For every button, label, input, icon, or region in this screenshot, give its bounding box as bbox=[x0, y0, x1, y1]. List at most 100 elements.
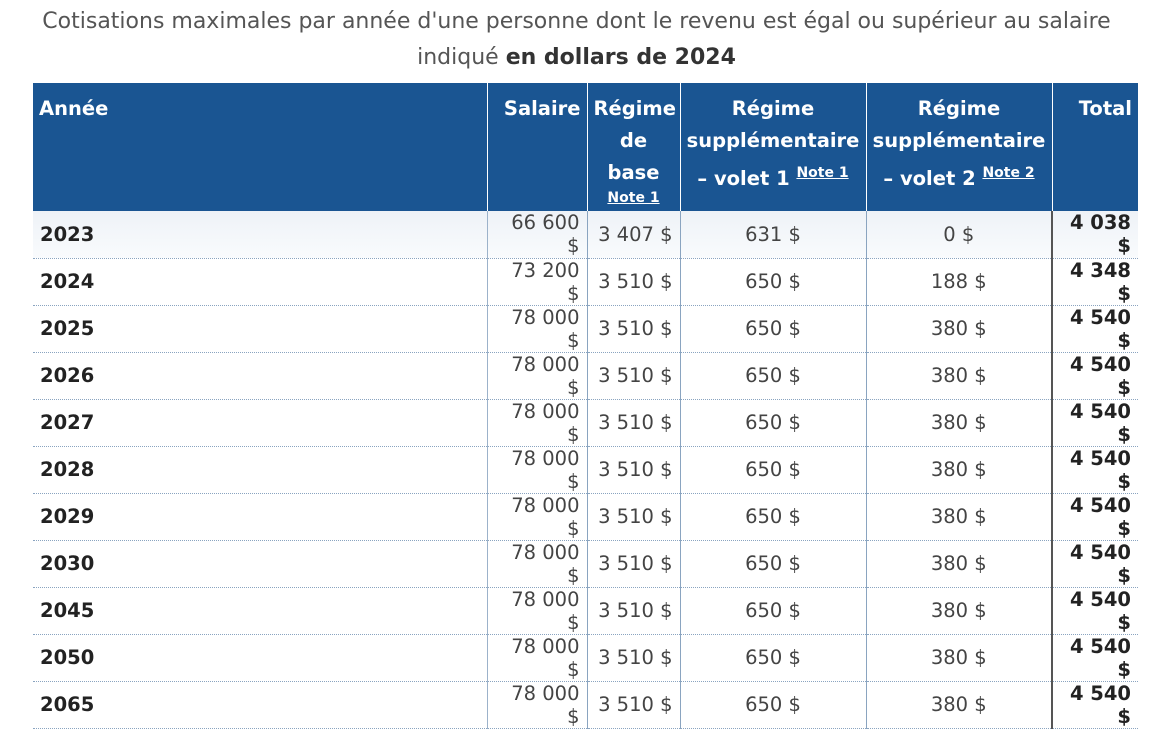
cell-v2: 380 $ bbox=[866, 305, 1053, 353]
cell-year: 2026 bbox=[33, 352, 488, 400]
caption-line-2: indiqué en dollars de 2024 bbox=[0, 40, 1153, 76]
table-body: 2023 66 600 $ 3 407 $ 631 $ 0 $ 4 038 $ … bbox=[33, 211, 1138, 729]
cell-v1: 650 $ bbox=[680, 634, 867, 682]
header-v1-line-3: – volet 1 bbox=[697, 167, 790, 190]
cell-total: 4 540 $ bbox=[1051, 634, 1138, 682]
cell-v1: 650 $ bbox=[680, 681, 867, 729]
cell-total: 4 540 $ bbox=[1051, 399, 1138, 447]
cell-year: 2024 bbox=[33, 258, 488, 306]
cell-year: 2065 bbox=[33, 681, 488, 729]
table-caption: Cotisations maximales par année d'une pe… bbox=[0, 0, 1153, 76]
cell-total: 4 540 $ bbox=[1051, 352, 1138, 400]
cell-v2: 380 $ bbox=[866, 352, 1053, 400]
header-base-line-2: de bbox=[619, 129, 648, 152]
caption-currency-note: en dollars de 2024 bbox=[505, 45, 736, 70]
cell-salary: 73 200 $ bbox=[487, 258, 588, 306]
cell-v1: 650 $ bbox=[680, 258, 867, 306]
cell-base: 3 510 $ bbox=[587, 446, 681, 494]
cell-v2: 380 $ bbox=[866, 587, 1053, 635]
header-total: Total bbox=[1052, 83, 1138, 211]
cell-salary: 78 000 $ bbox=[487, 681, 588, 729]
cell-year: 2050 bbox=[33, 634, 488, 682]
cell-base: 3 510 $ bbox=[587, 352, 681, 400]
cell-v2: 380 $ bbox=[866, 399, 1053, 447]
cell-v2: 188 $ bbox=[866, 258, 1053, 306]
cell-salary: 66 600 $ bbox=[487, 211, 588, 259]
note-1-link-v1[interactable]: Note 1 bbox=[796, 165, 849, 181]
cell-salary: 78 000 $ bbox=[487, 352, 588, 400]
header-row: Année Salaire Régime de base Note 1 Régi… bbox=[33, 83, 1138, 211]
header-v1-line-2: supplémentaire bbox=[686, 129, 860, 152]
table-row: 2065 78 000 $ 3 510 $ 650 $ 380 $ 4 540 … bbox=[33, 681, 1138, 729]
header-v2-line-2: supplémentaire bbox=[872, 129, 1046, 152]
cell-base: 3 407 $ bbox=[587, 211, 681, 259]
cell-v2: 380 $ bbox=[866, 634, 1053, 682]
cell-v1: 631 $ bbox=[680, 211, 867, 259]
table-row: 2045 78 000 $ 3 510 $ 650 $ 380 $ 4 540 … bbox=[33, 587, 1138, 635]
cell-salary: 78 000 $ bbox=[487, 305, 588, 353]
caption-line-2-prefix: indiqué bbox=[417, 45, 506, 70]
cell-year: 2028 bbox=[33, 446, 488, 494]
cell-total: 4 540 $ bbox=[1051, 587, 1138, 635]
cell-total: 4 540 $ bbox=[1051, 540, 1138, 588]
table-row: 2025 78 000 $ 3 510 $ 650 $ 380 $ 4 540 … bbox=[33, 305, 1138, 353]
table-row: 2050 78 000 $ 3 510 $ 650 $ 380 $ 4 540 … bbox=[33, 634, 1138, 682]
cell-v1: 650 $ bbox=[680, 446, 867, 494]
header-year: Année bbox=[33, 83, 488, 211]
header-v2-line-3: – volet 2 bbox=[883, 167, 976, 190]
header-supplementary-2: Régime supplémentaire – volet 2 Note 2 bbox=[866, 83, 1053, 211]
cell-total: 4 540 $ bbox=[1051, 681, 1138, 729]
table-row: 2028 78 000 $ 3 510 $ 650 $ 380 $ 4 540 … bbox=[33, 446, 1138, 494]
header-base-line-1: Régime bbox=[593, 97, 676, 120]
cell-v2: 380 $ bbox=[866, 681, 1053, 729]
cell-v2: 0 $ bbox=[866, 211, 1053, 259]
cell-base: 3 510 $ bbox=[587, 634, 681, 682]
cell-year: 2023 bbox=[33, 211, 488, 259]
header-v2-line-1: Régime bbox=[917, 97, 1001, 120]
cell-base: 3 510 $ bbox=[587, 681, 681, 729]
note-2-link-v2[interactable]: Note 2 bbox=[982, 165, 1035, 181]
cell-v1: 650 $ bbox=[680, 305, 867, 353]
header-v1-line-1: Régime bbox=[731, 97, 815, 120]
cell-base: 3 510 $ bbox=[587, 587, 681, 635]
cell-v1: 650 $ bbox=[680, 540, 867, 588]
cell-base: 3 510 $ bbox=[587, 493, 681, 541]
table-row: 2024 73 200 $ 3 510 $ 650 $ 188 $ 4 348 … bbox=[33, 258, 1138, 306]
cell-year: 2025 bbox=[33, 305, 488, 353]
cell-year: 2029 bbox=[33, 493, 488, 541]
header-base-line-3: base bbox=[607, 161, 660, 184]
cell-v2: 380 $ bbox=[866, 540, 1053, 588]
cell-salary: 78 000 $ bbox=[487, 540, 588, 588]
cell-year: 2030 bbox=[33, 540, 488, 588]
caption-line-1: Cotisations maximales par année d'une pe… bbox=[42, 9, 1111, 34]
cell-total: 4 540 $ bbox=[1051, 493, 1138, 541]
header-base-plan: Régime de base Note 1 bbox=[587, 83, 681, 211]
cell-salary: 78 000 $ bbox=[487, 399, 588, 447]
header-supplementary-1: Régime supplémentaire – volet 1 Note 1 bbox=[680, 83, 867, 211]
cell-salary: 78 000 $ bbox=[487, 493, 588, 541]
table-header: Année Salaire Régime de base Note 1 Régi… bbox=[33, 83, 1138, 211]
cell-salary: 78 000 $ bbox=[487, 634, 588, 682]
table-row: 2027 78 000 $ 3 510 $ 650 $ 380 $ 4 540 … bbox=[33, 399, 1138, 447]
cell-v1: 650 $ bbox=[680, 399, 867, 447]
table-row: 2030 78 000 $ 3 510 $ 650 $ 380 $ 4 540 … bbox=[33, 540, 1138, 588]
contributions-table: Année Salaire Régime de base Note 1 Régi… bbox=[33, 83, 1138, 729]
table-row: 2029 78 000 $ 3 510 $ 650 $ 380 $ 4 540 … bbox=[33, 493, 1138, 541]
cell-base: 3 510 $ bbox=[587, 258, 681, 306]
cell-base: 3 510 $ bbox=[587, 540, 681, 588]
cell-total: 4 540 $ bbox=[1051, 305, 1138, 353]
cell-total: 4 540 $ bbox=[1051, 446, 1138, 494]
cell-total: 4 348 $ bbox=[1051, 258, 1138, 306]
cell-year: 2027 bbox=[33, 399, 488, 447]
header-salary: Salaire bbox=[487, 83, 588, 211]
cell-base: 3 510 $ bbox=[587, 399, 681, 447]
cell-v2: 380 $ bbox=[866, 493, 1053, 541]
cell-v1: 650 $ bbox=[680, 587, 867, 635]
table-row: 2023 66 600 $ 3 407 $ 631 $ 0 $ 4 038 $ bbox=[33, 211, 1138, 259]
cell-year: 2045 bbox=[33, 587, 488, 635]
cell-total: 4 038 $ bbox=[1051, 211, 1138, 259]
cell-salary: 78 000 $ bbox=[487, 587, 588, 635]
note-1-link-base[interactable]: Note 1 bbox=[607, 190, 660, 206]
cell-base: 3 510 $ bbox=[587, 305, 681, 353]
cell-v1: 650 $ bbox=[680, 352, 867, 400]
